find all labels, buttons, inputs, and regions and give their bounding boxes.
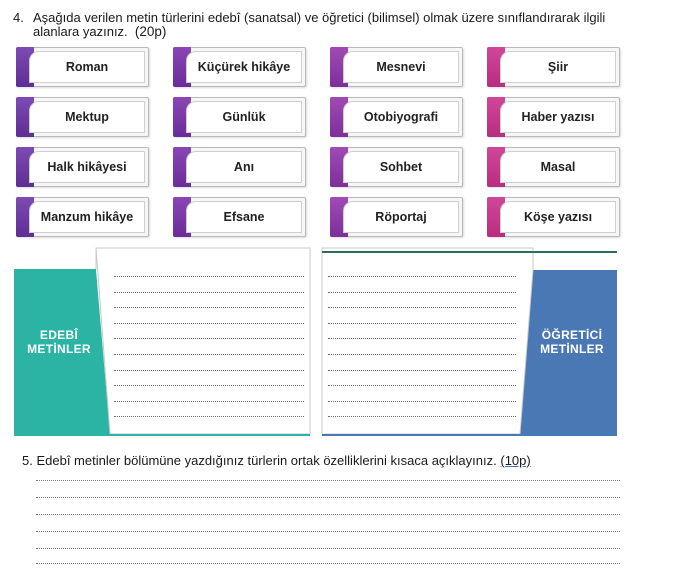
ogretici-answer-lines[interactable] xyxy=(328,276,516,432)
card-label: Sohbet xyxy=(379,160,423,174)
edebi-metinler-label: EDEBÎ METİNLER xyxy=(16,328,102,356)
card-label: Haber yazısı xyxy=(521,110,595,124)
ogretici-label-line1: ÖĞRETİCİ xyxy=(541,328,603,342)
question-4: 4. Aşağıda verilen metin türlerini edebî … xyxy=(13,11,673,39)
question-4-text-line2: alanlara yazınız. xyxy=(33,24,128,39)
card-label: Röportaj xyxy=(375,210,427,224)
ogretici-shape xyxy=(520,270,617,434)
edebi-answer-lines[interactable] xyxy=(114,276,304,432)
card-siir[interactable]: Şiir xyxy=(487,47,620,87)
card-label: Efsane xyxy=(223,210,265,224)
card-label: Köşe yazısı xyxy=(523,210,593,224)
card-ani[interactable]: Anı xyxy=(173,147,306,187)
answer-line[interactable] xyxy=(36,497,620,498)
card-manzum-hikaye[interactable]: Manzum hikâye xyxy=(16,197,149,237)
card-gunluk[interactable]: Günlük xyxy=(173,97,306,137)
card-label: Şiir xyxy=(547,60,569,74)
card-kose-yazisi[interactable]: Köşe yazısı xyxy=(487,197,620,237)
card-haber-yazisi[interactable]: Haber yazısı xyxy=(487,97,620,137)
ogretici-panel xyxy=(321,247,534,435)
card-masal[interactable]: Masal xyxy=(487,147,620,187)
answer-line[interactable] xyxy=(36,563,620,564)
card-label: Manzum hikâye xyxy=(40,210,134,224)
question-4-text-line1: Aşağıda verilen metin türlerini edebî (s… xyxy=(33,10,606,25)
question-5-text: 5. Edebî metinler bölümüne yazdığınız tü… xyxy=(22,453,497,468)
card-roman[interactable]: Roman xyxy=(16,47,149,87)
card-mektup[interactable]: Mektup xyxy=(16,97,149,137)
classification-diagram: EDEBÎ METİNLER ÖĞRETİCİ METİNLER xyxy=(0,246,684,446)
card-label: Roman xyxy=(65,60,109,74)
card-kucurek-hikaye[interactable]: Küçürek hikâye xyxy=(173,47,306,87)
card-roportaj[interactable]: Röportaj xyxy=(330,197,463,237)
edebi-label-line1: EDEBÎ xyxy=(39,328,79,342)
ogretici-metinler-label: ÖĞRETİCİ METİNLER xyxy=(530,328,614,356)
ogretici-label-line2: METİNLER xyxy=(540,342,604,356)
answer-line[interactable] xyxy=(36,480,620,481)
card-label: Anı xyxy=(233,160,255,174)
question-5: 5. Edebî metinler bölümüne yazdığınız tü… xyxy=(22,453,531,468)
answer-line[interactable] xyxy=(36,531,620,532)
question-4-points: (20p) xyxy=(134,24,167,39)
answer-line[interactable] xyxy=(36,548,620,549)
card-efsane[interactable]: Efsane xyxy=(173,197,306,237)
diagram-shapes xyxy=(14,247,617,436)
card-label: Mektup xyxy=(65,110,109,124)
edebi-label-line2: METİNLER xyxy=(27,342,91,356)
card-halk-hikayesi[interactable]: Halk hikâyesi xyxy=(16,147,149,187)
card-sohbet[interactable]: Sohbet xyxy=(330,147,463,187)
question-4-number: 4. xyxy=(13,10,24,25)
card-otobiyografi[interactable]: Otobiyografi xyxy=(330,97,463,137)
edebi-shape xyxy=(14,270,110,434)
question-5-points: (10p) xyxy=(500,453,531,468)
card-label: Küçürek hikâye xyxy=(197,60,291,74)
card-label: Otobiyografi xyxy=(363,110,439,124)
card-label: Masal xyxy=(540,160,576,174)
answer-line[interactable] xyxy=(36,514,620,515)
card-mesnevi[interactable]: Mesnevi xyxy=(330,47,463,87)
card-label: Halk hikâyesi xyxy=(47,160,127,174)
card-label: Günlük xyxy=(222,110,266,124)
card-label: Mesnevi xyxy=(376,60,426,74)
